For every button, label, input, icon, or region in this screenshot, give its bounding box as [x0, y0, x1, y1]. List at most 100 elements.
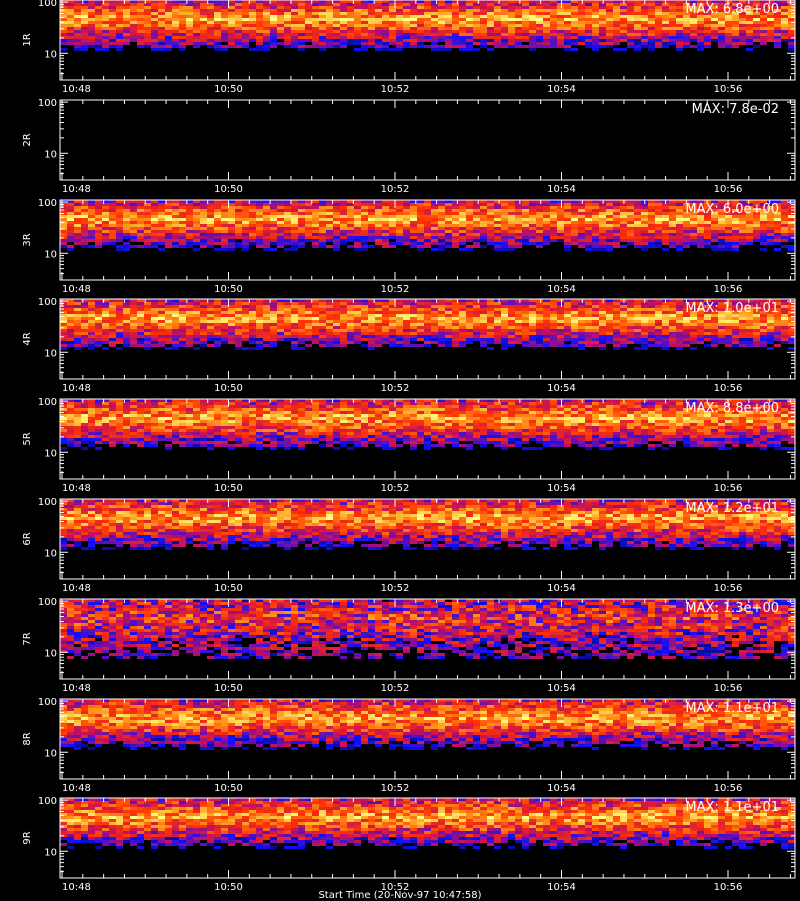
heatmap-cell: [396, 311, 403, 314]
heatmap-cell: [123, 335, 130, 338]
heatmap-cell: [214, 212, 221, 215]
heatmap-cell: [480, 218, 487, 221]
heatmap-cell: [403, 323, 410, 326]
heatmap-cell: [431, 9, 438, 12]
heatmap-cell: [165, 33, 172, 36]
heatmap-cell: [221, 242, 228, 245]
heatmap-cell: [158, 48, 165, 51]
heatmap-cell: [613, 218, 620, 221]
heatmap-cell: [158, 344, 165, 347]
heatmap-cell: [277, 221, 284, 224]
heatmap-cell: [347, 9, 354, 12]
heatmap-cell: [508, 9, 515, 12]
heatmap-cell: [417, 218, 424, 221]
panel-max-label: MAX: 6.0e+00: [685, 202, 779, 217]
heatmap-cell: [396, 338, 403, 341]
heatmap-cell: [774, 21, 781, 24]
heatmap-cell: [592, 248, 599, 251]
heatmap-cell: [123, 15, 130, 18]
heatmap-cell: [697, 221, 704, 224]
heatmap-cell: [326, 311, 333, 314]
heatmap-cell: [501, 242, 508, 245]
heatmap-cell: [760, 21, 767, 24]
heatmap-cell: [669, 245, 676, 248]
heatmap-cell: [340, 45, 347, 48]
heatmap-cell: [480, 335, 487, 338]
heatmap-cell: [788, 30, 795, 33]
heatmap-cell: [200, 338, 207, 341]
heatmap-cell: [718, 218, 725, 221]
heatmap-cell: [557, 329, 564, 332]
heatmap-cell: [473, 329, 480, 332]
heatmap-cell: [172, 311, 179, 314]
heatmap-cell: [592, 230, 599, 233]
heatmap-cell: [529, 311, 536, 314]
x-tick-label: 10:52: [381, 184, 410, 195]
heatmap-cell: [438, 218, 445, 221]
heatmap-cell: [648, 236, 655, 239]
heatmap-cell: [501, 39, 508, 42]
heatmap-cell: [501, 24, 508, 27]
heatmap-cell: [207, 24, 214, 27]
heatmap-cell: [151, 332, 158, 335]
heatmap-cell: [312, 206, 319, 209]
heatmap-cell: [641, 206, 648, 209]
heatmap-cell: [361, 3, 368, 6]
heatmap-cell: [606, 332, 613, 335]
heatmap-cell: [102, 209, 109, 212]
heatmap-cell: [263, 12, 270, 15]
heatmap-cell: [417, 317, 424, 320]
heatmap-cell: [333, 242, 340, 245]
heatmap-cell: [438, 12, 445, 15]
heatmap-cell: [389, 236, 396, 239]
heatmap-cell: [368, 6, 375, 9]
heatmap-cell: [249, 21, 256, 24]
heatmap-cell: [592, 18, 599, 21]
heatmap-cell: [340, 21, 347, 24]
heatmap-cell: [494, 42, 501, 45]
heatmap-cell: [683, 24, 690, 27]
heatmap-cell: [403, 344, 410, 347]
heatmap-cell: [137, 27, 144, 30]
heatmap-cell: [627, 233, 634, 236]
heatmap-cell: [137, 227, 144, 230]
heatmap-cell: [445, 344, 452, 347]
heatmap-cell: [277, 21, 284, 24]
heatmap-cell: [326, 42, 333, 45]
heatmap-cell: [312, 239, 319, 242]
heatmap-cell: [711, 248, 718, 251]
heatmap-cell: [263, 9, 270, 12]
heatmap-cell: [599, 39, 606, 42]
heatmap-cell: [473, 36, 480, 39]
heatmap-cell: [410, 335, 417, 338]
heatmap-cell: [151, 317, 158, 320]
heatmap-cell: [200, 323, 207, 326]
heatmap-cell: [109, 221, 116, 224]
heatmap-cell: [711, 18, 718, 21]
heatmap-cell: [144, 27, 151, 30]
heatmap-cell: [326, 209, 333, 212]
heatmap-cell: [774, 236, 781, 239]
heatmap-cell: [613, 314, 620, 317]
heatmap-cell: [263, 15, 270, 18]
heatmap-cell: [431, 239, 438, 242]
heatmap-cell: [550, 305, 557, 308]
heatmap-cell: [550, 36, 557, 39]
heatmap-cell: [781, 239, 788, 242]
heatmap-cell: [438, 6, 445, 9]
heatmap-cell: [242, 332, 249, 335]
heatmap-cell: [417, 203, 424, 206]
heatmap-cell: [543, 233, 550, 236]
heatmap-cell: [193, 21, 200, 24]
heatmap-cell: [571, 326, 578, 329]
heatmap-cell: [256, 242, 263, 245]
heatmap-cell: [291, 39, 298, 42]
heatmap-cell: [501, 341, 508, 344]
heatmap-cell: [676, 242, 683, 245]
heatmap-cell: [207, 239, 214, 242]
x-tick-label: 10:52: [381, 284, 410, 295]
heatmap-cell: [130, 239, 137, 242]
heatmap-cell: [578, 341, 585, 344]
heatmap-cell: [130, 323, 137, 326]
